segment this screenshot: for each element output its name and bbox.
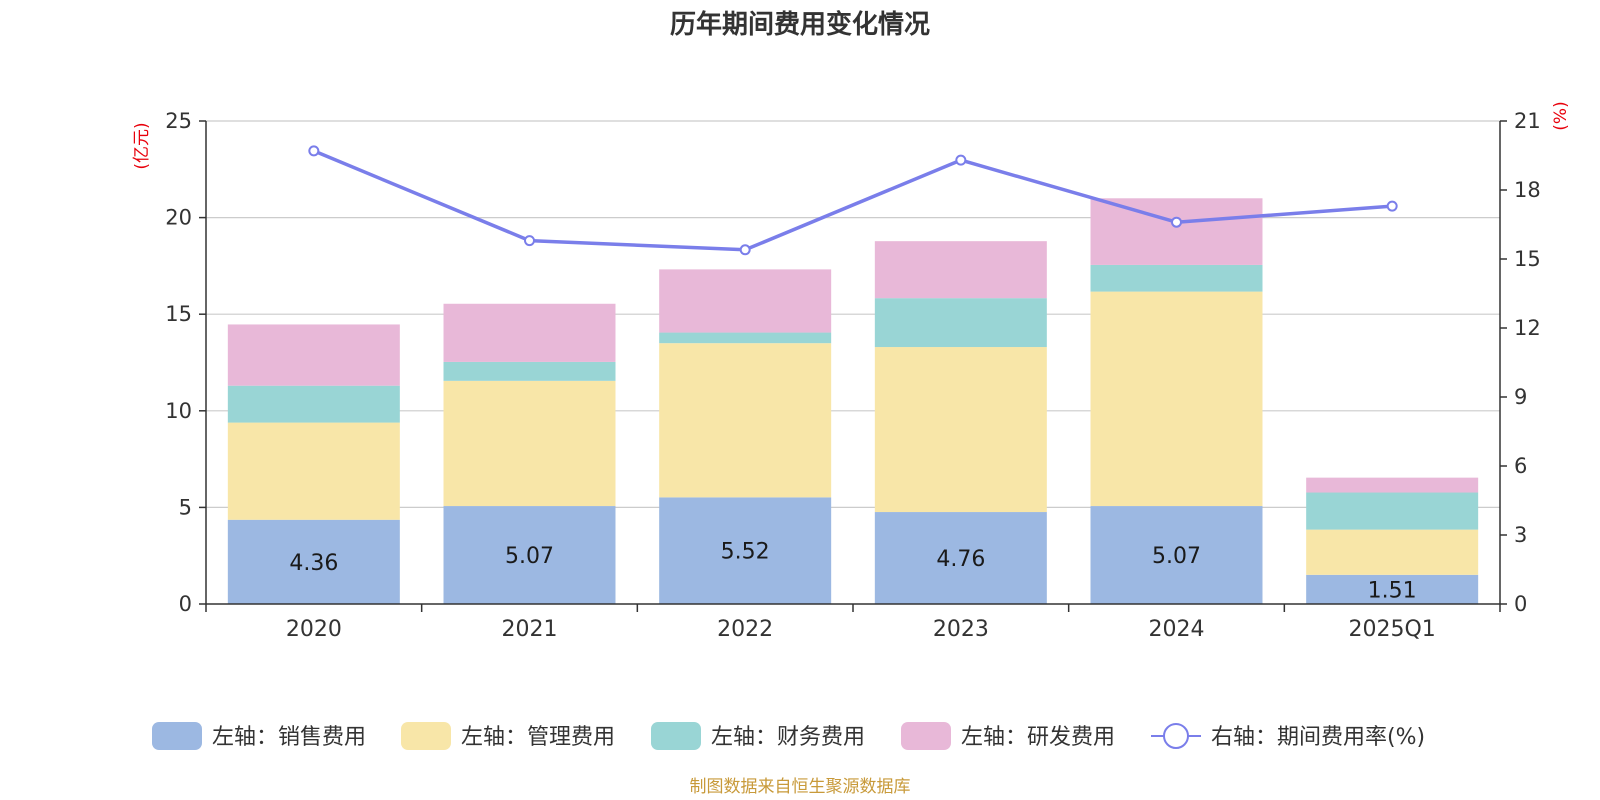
- left-axis-tick-label: 25: [165, 109, 192, 133]
- rate-point[interactable]: [1386, 200, 1398, 212]
- bar-series: [227, 198, 1479, 604]
- bar-segment[interactable]: [1306, 492, 1479, 530]
- x-axis-tick-label: 2024: [1149, 617, 1205, 642]
- legend-swatch[interactable]: [401, 722, 451, 750]
- bar-data-label: 5.52: [721, 540, 770, 565]
- bar-segment[interactable]: [227, 324, 400, 386]
- right-axis-unit: (%): [1551, 101, 1571, 130]
- right-axis-tick-label: 15: [1514, 247, 1541, 271]
- bar-segment[interactable]: [227, 385, 400, 423]
- axes: 0 5 10 15 20 25 0 3 6 9 12 15 18 21 2020 2021 2022 2023 20…: [165, 109, 1540, 642]
- x-axis-tick-label: 2020: [286, 617, 342, 642]
- bar-data-label: 4.36: [289, 551, 338, 576]
- legend-label[interactable]: 左轴：管理费用: [461, 725, 615, 750]
- rate-point[interactable]: [308, 145, 320, 157]
- line-series: [308, 145, 1398, 256]
- bar-segment[interactable]: [443, 506, 616, 604]
- bar-segment[interactable]: [874, 241, 1047, 299]
- left-axis-unit: (亿元): [132, 122, 152, 169]
- source-note: 制图数据来自恒生聚源数据库: [690, 777, 911, 797]
- legend[interactable]: 左轴：销售费用 左轴：管理费用 左轴：财务费用 左轴：研发费用 右轴：期间费用率(%): [152, 722, 1425, 750]
- bar-data-label: 4.76: [936, 547, 985, 572]
- bar-segment[interactable]: [659, 343, 832, 498]
- bar-segment[interactable]: [1090, 198, 1263, 265]
- bar-segment[interactable]: [443, 303, 616, 362]
- bar-segment[interactable]: [874, 347, 1047, 513]
- bar-segment[interactable]: [1090, 264, 1263, 292]
- bar-data-label: 5.07: [505, 544, 554, 569]
- rate-point[interactable]: [739, 244, 751, 256]
- rate-point[interactable]: [955, 154, 967, 166]
- rate-point[interactable]: [524, 235, 535, 247]
- left-axis-tick-label: 10: [165, 399, 192, 423]
- right-axis-tick-label: 21: [1514, 109, 1541, 133]
- bar-segment[interactable]: [227, 519, 400, 604]
- right-axis-tick-label: 3: [1514, 523, 1527, 547]
- bar-segment[interactable]: [874, 298, 1047, 348]
- legend-label[interactable]: 左轴：研发费用: [961, 725, 1115, 750]
- x-axis-tick-label: 2022: [717, 617, 773, 642]
- rate-point[interactable]: [1171, 216, 1182, 228]
- bar-segment[interactable]: [227, 422, 400, 520]
- right-axis-tick-label: 12: [1514, 316, 1541, 340]
- bar-data-label: 1.51: [1368, 578, 1417, 603]
- bar-segment[interactable]: [1090, 291, 1263, 507]
- left-axis-tick-label: 15: [165, 302, 192, 326]
- right-axis-tick-label: 0: [1514, 592, 1527, 616]
- gridlines: [206, 120, 1500, 508]
- legend-swatch[interactable]: [651, 722, 701, 750]
- left-axis-tick-label: 5: [179, 495, 192, 519]
- x-axis-tick-label: 2023: [933, 617, 989, 642]
- bar-segment[interactable]: [443, 361, 616, 381]
- bar-segment[interactable]: [874, 512, 1047, 604]
- legend-marker[interactable]: [1163, 723, 1189, 749]
- x-axis-tick-label: 2025Q1: [1349, 617, 1436, 642]
- right-axis-tick-label: 18: [1514, 178, 1541, 202]
- bar-segment[interactable]: [659, 269, 832, 333]
- bar-segment[interactable]: [443, 380, 616, 507]
- legend-swatch[interactable]: [152, 722, 202, 750]
- bar-segment[interactable]: [659, 497, 832, 604]
- data-labels: 4.36 5.07 5.52 4.76 5.07 1.51: [289, 540, 1416, 604]
- bar-segment[interactable]: [1306, 574, 1479, 604]
- bar-segment[interactable]: [1306, 529, 1479, 575]
- legend-swatch[interactable]: [901, 722, 951, 750]
- right-axis-tick-label: 6: [1514, 454, 1527, 478]
- legend-label[interactable]: 左轴：销售费用: [212, 725, 366, 750]
- bar-segment[interactable]: [1306, 477, 1479, 493]
- bar-segment[interactable]: [659, 332, 832, 344]
- bar-segment[interactable]: [1090, 506, 1263, 604]
- x-axis-tick-label: 2021: [502, 617, 558, 642]
- legend-label[interactable]: 右轴：期间费用率(%): [1211, 725, 1425, 750]
- right-axis-tick-label: 9: [1514, 385, 1527, 409]
- chart-title: 历年期间费用变化情况: [670, 9, 930, 40]
- bar-data-label: 5.07: [1152, 544, 1201, 569]
- left-axis-tick-label: 0: [179, 592, 192, 616]
- left-axis-tick-label: 20: [165, 206, 192, 230]
- legend-label[interactable]: 左轴：财务费用: [711, 725, 865, 750]
- rate-line: [313, 149, 1393, 252]
